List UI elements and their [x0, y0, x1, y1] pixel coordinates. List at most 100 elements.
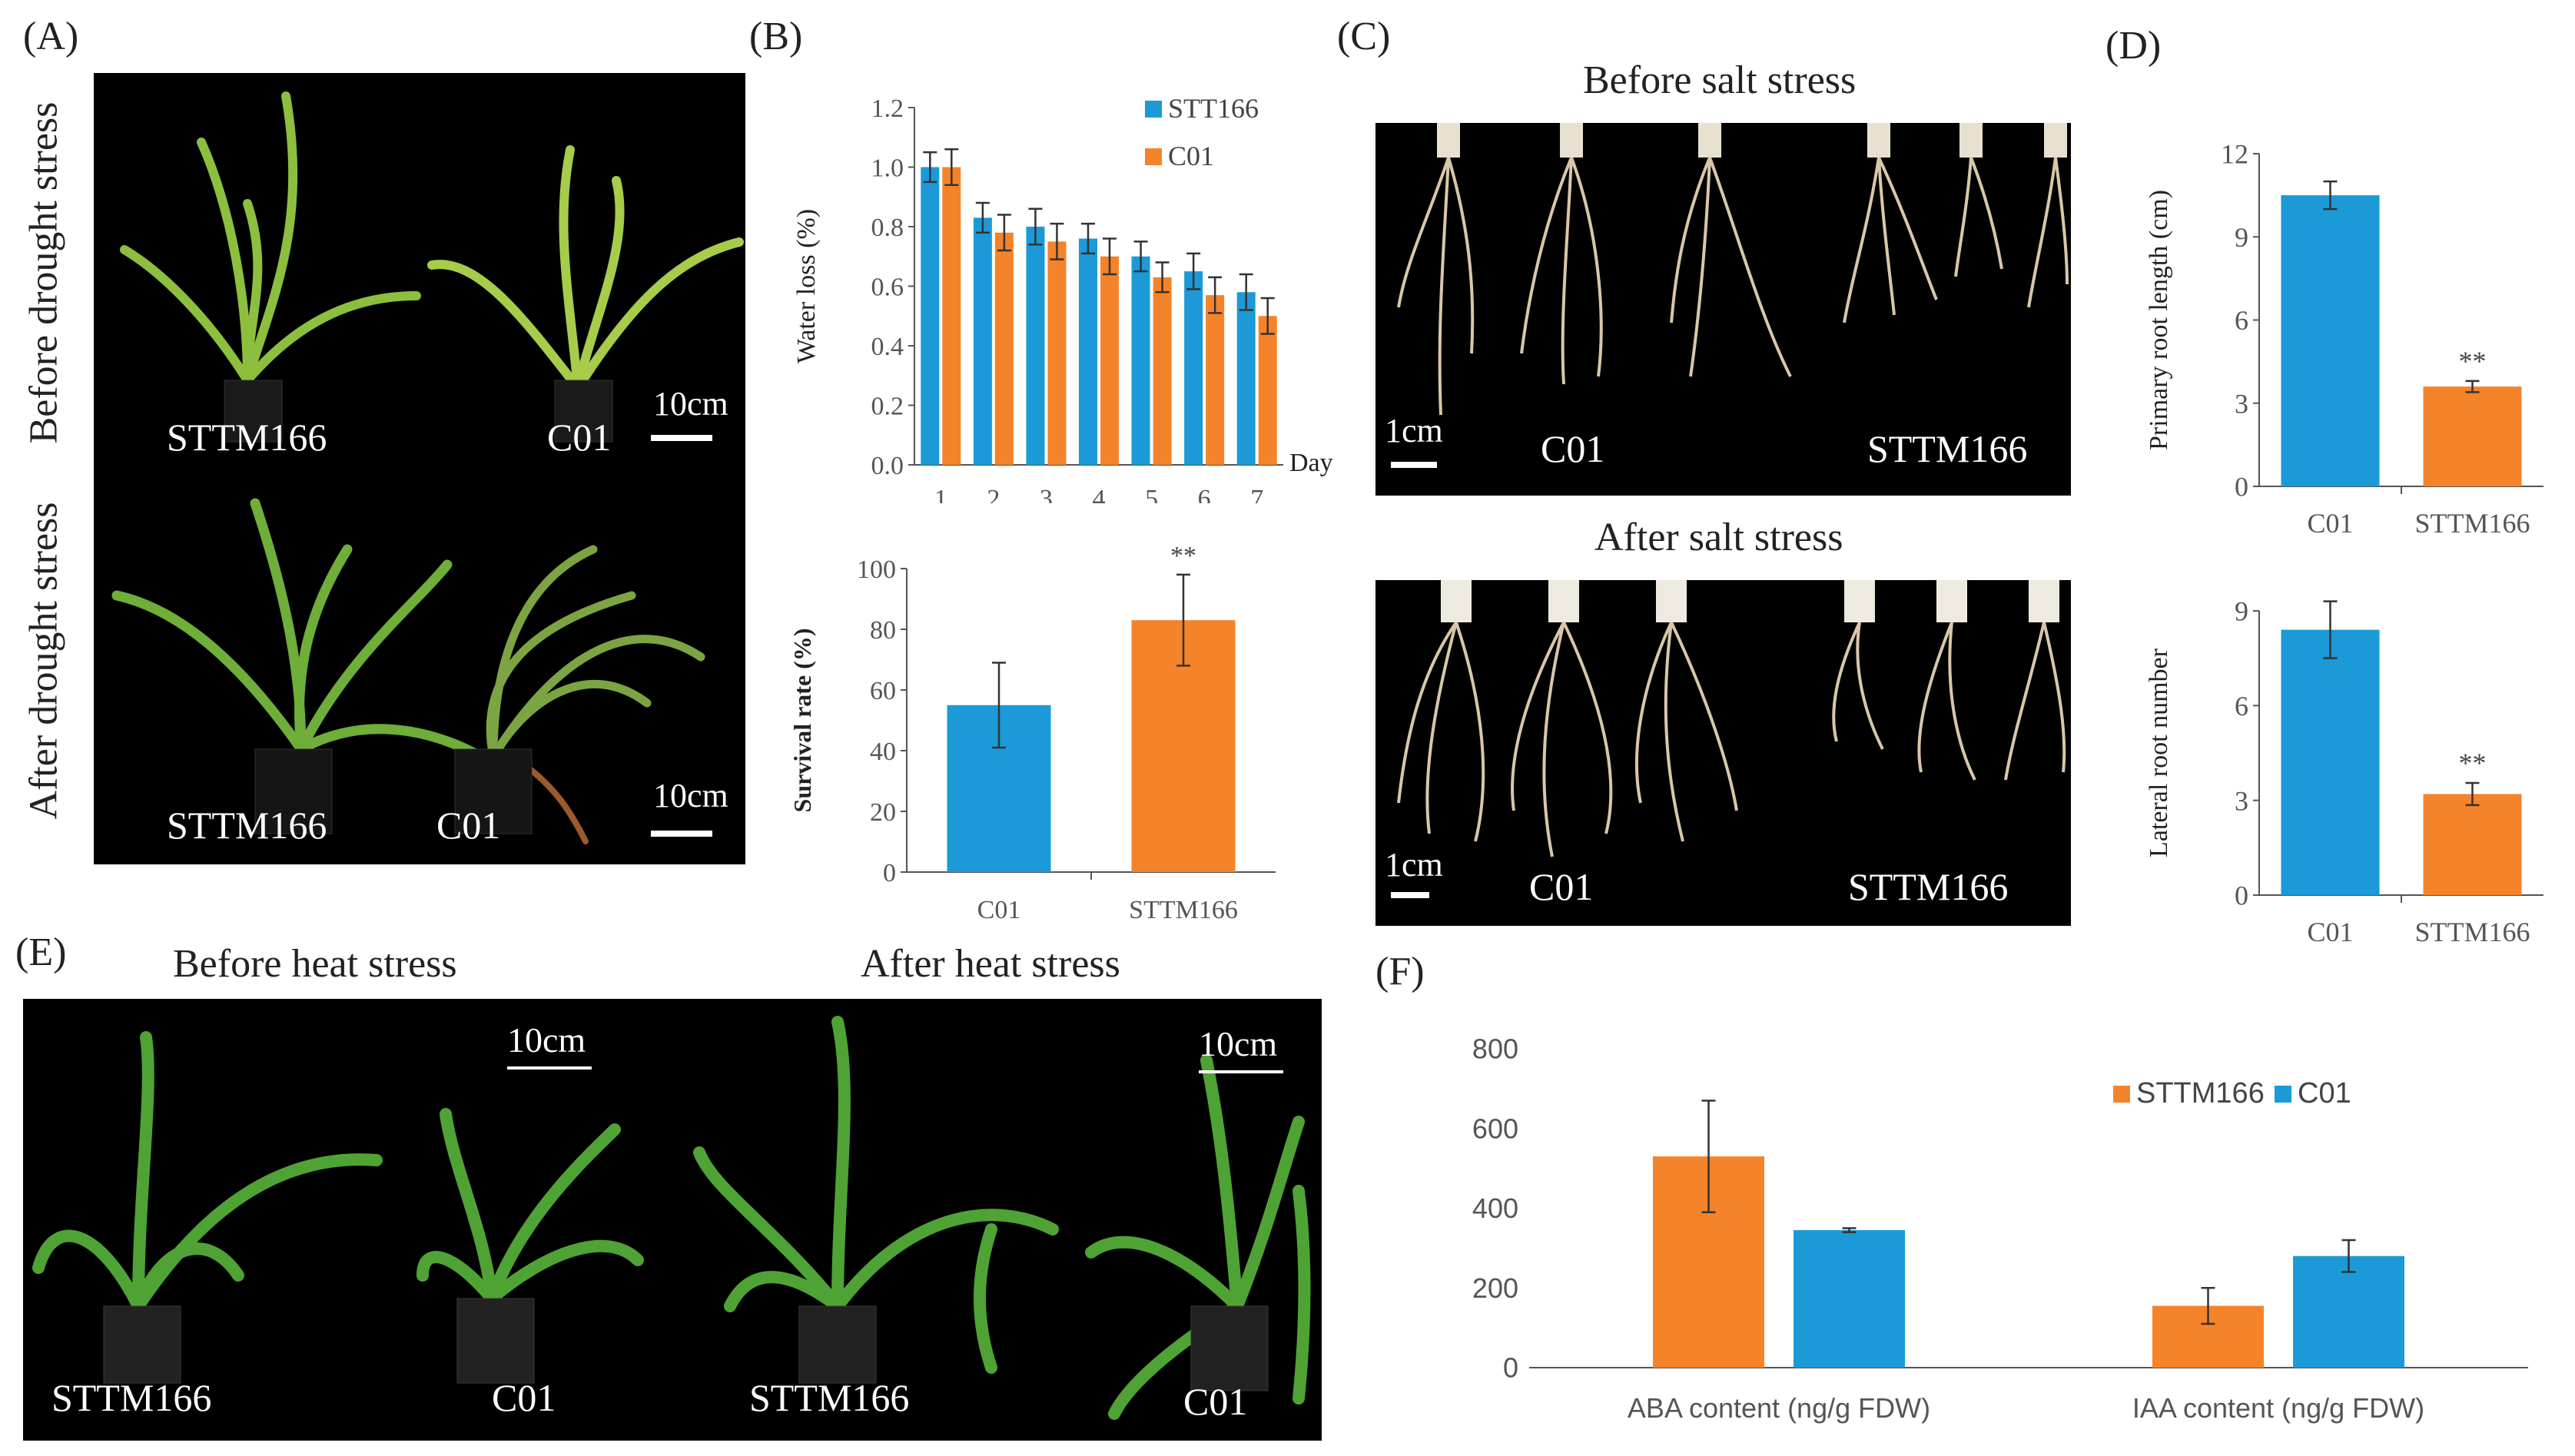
- x-tick-label: C01: [2307, 508, 2353, 539]
- y-tick-label: 60: [870, 677, 896, 705]
- legend-swatch: [1145, 148, 1162, 165]
- bar: [1100, 256, 1119, 465]
- label-sttm166: STTM166: [749, 1376, 910, 1419]
- bar: [1206, 295, 1225, 465]
- legend-swatch: [2113, 1086, 2130, 1103]
- scale-label: 1cm: [1385, 846, 1443, 884]
- panel-a-side-label-top: Before drought stress: [22, 101, 66, 444]
- significance-label: **: [2459, 346, 2487, 376]
- x-tick-label: 6: [1198, 485, 1211, 503]
- legend-label: STT166: [1168, 93, 1259, 124]
- label-sttm166: STTM166: [51, 1376, 212, 1419]
- x-tick-label: IAA content (ng/g FDW): [2132, 1392, 2424, 1424]
- x-tick-label: STTM166: [2414, 917, 2530, 947]
- y-tick-label: 12: [2221, 139, 2248, 170]
- panel-e-plants: [32, 1016, 1311, 1420]
- x-tick-label: 3: [1040, 485, 1053, 503]
- y-tick-label: 0.4: [871, 333, 904, 361]
- bar: [973, 217, 992, 465]
- significance-label: **: [2459, 748, 2487, 778]
- bar: [1794, 1230, 1905, 1368]
- y-tick-label: 1.2: [871, 95, 904, 123]
- panel-e-title-right: After heat stress: [861, 942, 1120, 986]
- bar: [1131, 256, 1150, 465]
- label-c01: C01: [1529, 865, 1594, 908]
- y-tick-label: 3: [2235, 785, 2248, 816]
- y-axis-title: Lateral root number: [2145, 648, 2173, 857]
- y-tick-label: 6: [2235, 691, 2248, 721]
- x-tick-label: ABA content (ng/g FDW): [1628, 1392, 1930, 1424]
- bar: [994, 232, 1014, 465]
- y-tick-label: 400: [1472, 1192, 1518, 1224]
- y-tick-label: 0.2: [871, 392, 904, 420]
- bar: [1184, 271, 1203, 465]
- y-tick-label: 0.6: [871, 273, 904, 301]
- panel-c-title-bottom: After salt stress: [1594, 516, 1843, 559]
- chart-d-primary-root: 0 3 6 9 12 Primary root length (cm) C01 STTM166…: [2145, 139, 2543, 539]
- panel-e-label: (E): [15, 930, 67, 974]
- label-sttm166: STTM166: [1848, 865, 2009, 908]
- y-tick-label: 6: [2235, 305, 2248, 336]
- roots-after-salt: [1391, 580, 2066, 898]
- panel-b-label: (B): [749, 15, 803, 58]
- panel-c-label: (C): [1337, 15, 1391, 58]
- bar: [1047, 241, 1067, 465]
- scale-label: 10cm: [653, 385, 728, 423]
- y-tick-label: 0: [883, 859, 896, 887]
- bar: [2423, 386, 2522, 486]
- scale-label: 10cm: [653, 777, 728, 814]
- y-tick-label: 0: [1503, 1352, 1518, 1384]
- label-c01: C01: [492, 1376, 556, 1419]
- bar: [921, 167, 940, 465]
- legend-swatch: [1145, 101, 1162, 118]
- significance-label: **: [1170, 542, 1196, 570]
- label-c01: C01: [436, 804, 501, 847]
- panel-f-label: (F): [1375, 950, 1425, 993]
- y-tick-label: 20: [870, 798, 896, 827]
- bar: [2281, 629, 2380, 895]
- y-tick-label: 100: [857, 556, 896, 584]
- panel-a-plants: [111, 91, 744, 844]
- x-tick-label: STTM166: [1129, 896, 1238, 924]
- scale-label: 1cm: [1385, 412, 1443, 449]
- label-c01: C01: [1541, 427, 1605, 470]
- y-tick-label: 0.0: [871, 452, 904, 480]
- bar: [2293, 1255, 2404, 1368]
- y-tick-label: 0: [2235, 881, 2248, 911]
- panel-a-side-label-bottom: After drought stress: [22, 502, 66, 820]
- y-tick-label: 200: [1472, 1272, 1518, 1304]
- scale-label: 10cm: [507, 1020, 586, 1060]
- y-tick-label: 9: [2235, 596, 2248, 627]
- panel-e-title-left: Before heat stress: [173, 942, 457, 986]
- y-tick-label: 80: [870, 616, 896, 645]
- bar: [2281, 195, 2380, 486]
- panel-c-photo-bottom: 1cm C01 STTM166: [1375, 580, 2071, 926]
- legend-label: C01: [2298, 1077, 2351, 1109]
- legend-swatch: [2275, 1086, 2291, 1103]
- y-tick-label: 1.0: [871, 154, 904, 182]
- chart-f-hormone: 0 200 400 600 800 ABA content (ng/g FDW) IAA c…: [1472, 1033, 2528, 1424]
- chart-d-lateral-root: 0 3 6 9 Lateral root number C01 STTM166 **: [2145, 596, 2543, 947]
- x-tick-label: 2: [987, 485, 1000, 503]
- y-axis-title: Primary root length (cm): [2145, 190, 2173, 450]
- label-sttm166: STTM166: [167, 804, 327, 847]
- y-tick-label: 40: [870, 738, 896, 766]
- x-axis-title: Day: [1289, 449, 1333, 477]
- y-tick-label: 3: [2235, 388, 2248, 419]
- x-tick-label: 5: [1145, 485, 1158, 503]
- label-c01: C01: [547, 416, 612, 459]
- y-tick-label: 9: [2235, 222, 2248, 253]
- bar: [1026, 227, 1045, 465]
- x-tick-label: STTM166: [2414, 508, 2530, 539]
- bar: [2423, 794, 2522, 895]
- label-sttm166: STTM166: [1867, 427, 2028, 470]
- chart-b-survival: 0 20 40 60 80 100 Survival rate (%) C01 STTM166 *…: [788, 542, 1276, 924]
- bar: [1153, 277, 1172, 465]
- bar: [1236, 292, 1256, 465]
- legend-label: STTM166: [2136, 1077, 2265, 1109]
- panel-d-label: (D): [2105, 24, 2162, 68]
- y-tick-label: 600: [1472, 1113, 1518, 1144]
- y-tick-label: 0: [2235, 472, 2248, 502]
- y-tick-label: 0.8: [871, 214, 904, 242]
- x-tick-label: C01: [977, 896, 1021, 924]
